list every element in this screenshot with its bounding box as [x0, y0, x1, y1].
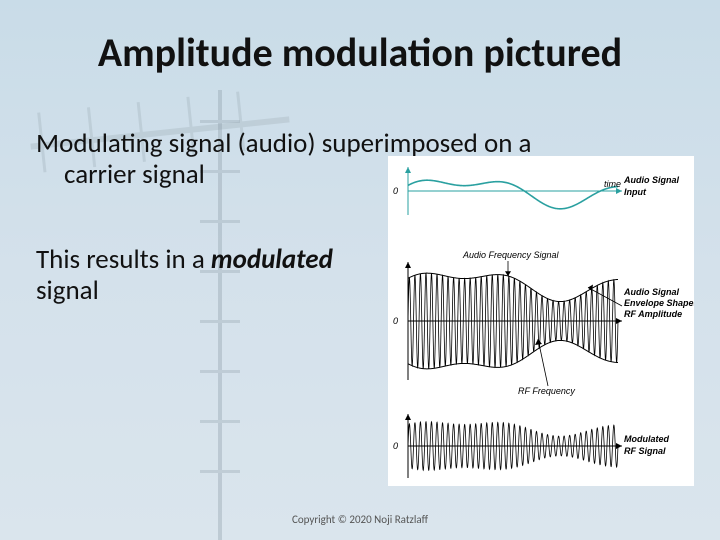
- svg-text:Audio Signal: Audio Signal: [623, 175, 679, 185]
- svg-text:RF Frequency: RF Frequency: [518, 386, 575, 396]
- svg-text:RF Amplitude: RF Amplitude: [624, 309, 682, 319]
- modulation-svg: 0timeAudio SignalInput0Audio Frequency S…: [388, 156, 694, 486]
- svg-text:0: 0: [393, 441, 398, 451]
- paragraph-2: This results in a modulated signal: [36, 244, 356, 306]
- svg-text:RF Signal: RF Signal: [624, 446, 666, 456]
- modulation-figure: 0timeAudio SignalInput0Audio Frequency S…: [388, 156, 694, 486]
- paragraph-2-pre: This results in a: [36, 243, 211, 276]
- slide-title: Amplitude modulation pictured: [0, 28, 720, 77]
- svg-text:Envelope Shapes: Envelope Shapes: [624, 298, 694, 308]
- svg-text:0: 0: [393, 316, 398, 326]
- slide: Amplitude modulation pictured Modulating…: [0, 0, 720, 540]
- svg-text:Input: Input: [624, 187, 647, 197]
- svg-text:Modulated: Modulated: [624, 434, 669, 444]
- copyright-text: Copyright © 2020 Noji Ratzlaff: [0, 513, 720, 526]
- svg-text:time: time: [604, 179, 621, 189]
- paragraph-2-post: signal: [36, 274, 99, 307]
- paragraph-2-emph: modulated: [211, 243, 333, 276]
- svg-text:0: 0: [393, 186, 398, 196]
- svg-text:Audio Frequency Signal: Audio Frequency Signal: [462, 250, 560, 260]
- svg-text:Audio Signal: Audio Signal: [623, 287, 679, 297]
